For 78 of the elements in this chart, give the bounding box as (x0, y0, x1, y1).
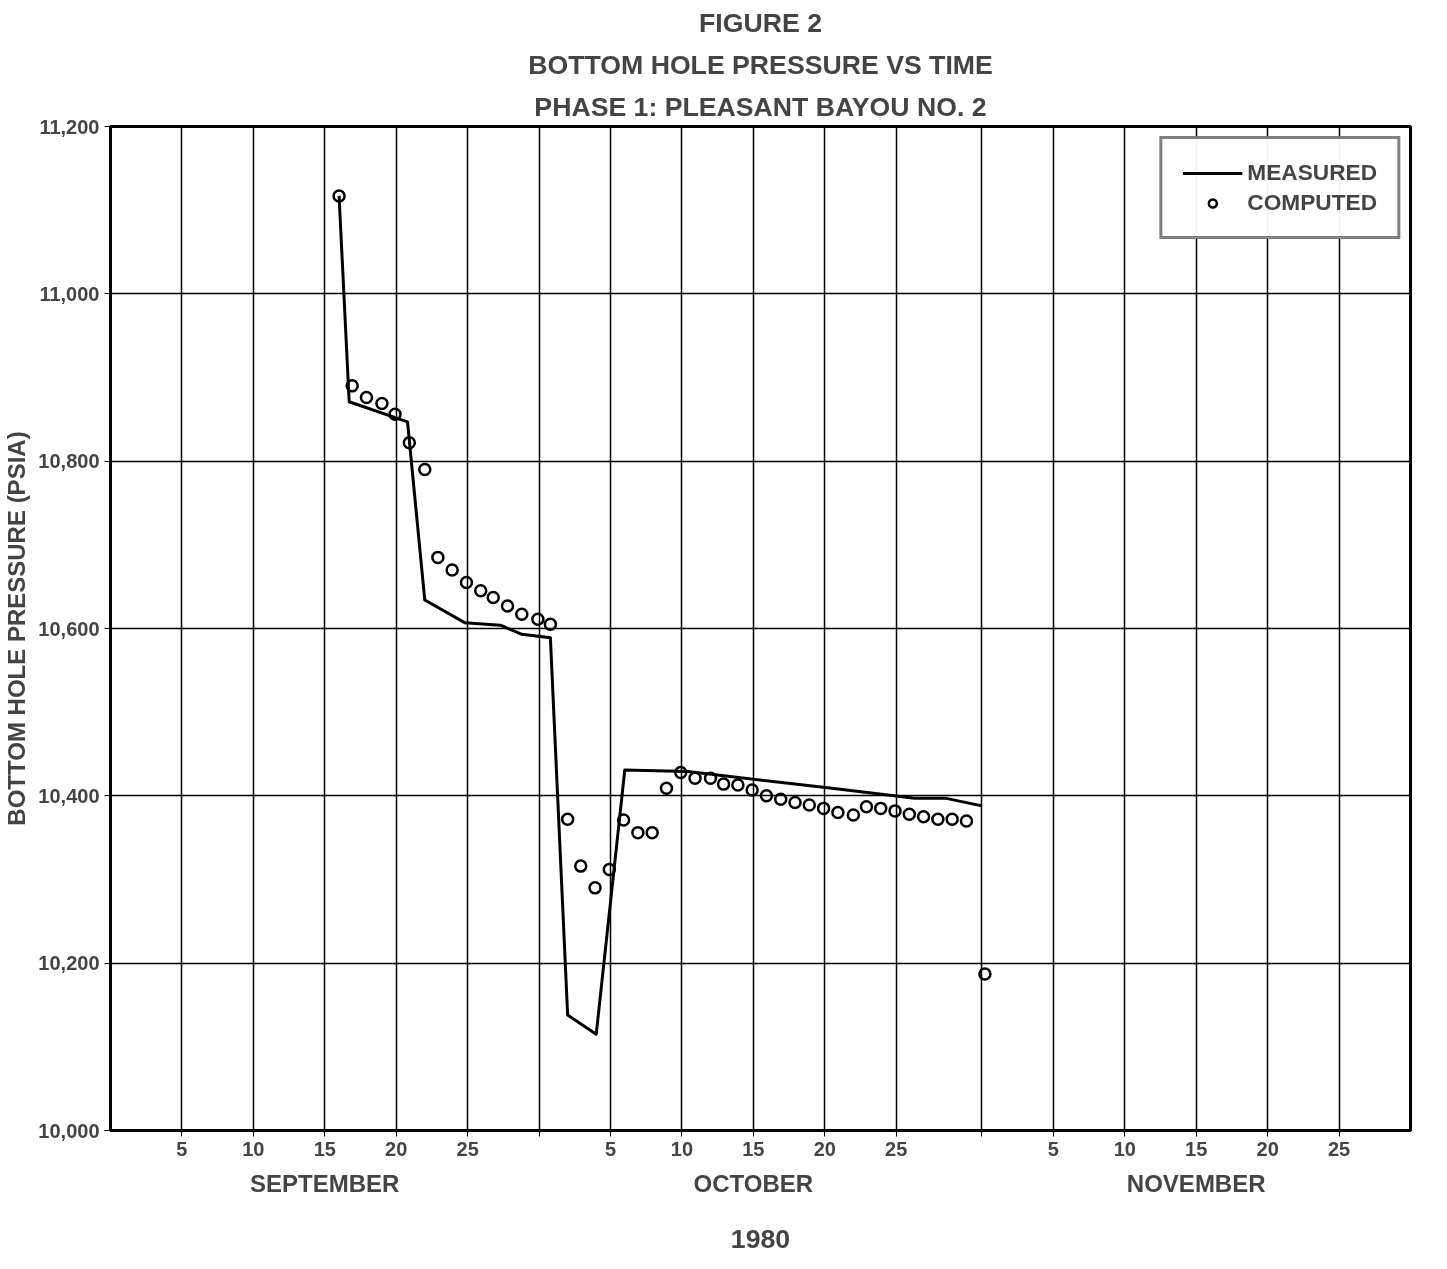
y-tick-label: 10,400 (38, 784, 100, 807)
point (473, 584, 488, 598)
x-tick-label: 10 (670, 1137, 694, 1160)
x-tick-label: 5 (1047, 1137, 1059, 1160)
x-tick-label: 25 (885, 1137, 908, 1160)
point (916, 810, 931, 824)
point (802, 798, 817, 812)
point (645, 825, 659, 840)
point (631, 825, 645, 840)
text: PHASE 1: PLEASANT BAYOU NO. 2 (534, 91, 987, 122)
x-tick-label: 10 (242, 1137, 265, 1160)
point (500, 599, 515, 613)
point (888, 804, 902, 818)
x2-tick-label: NOVEMBER (1126, 1169, 1266, 1197)
point (859, 799, 874, 814)
point (745, 783, 759, 797)
x2-tick-label: OCTOBER (693, 1169, 814, 1197)
point (788, 795, 802, 810)
point (978, 967, 992, 981)
x-tick-label: 20 (813, 1137, 836, 1160)
x-tick-label: 20 (1256, 1137, 1279, 1160)
point (332, 189, 346, 203)
point (773, 792, 788, 806)
y-tick-label: 10,800 (38, 450, 100, 473)
point (486, 590, 500, 605)
point (445, 563, 459, 577)
y-tick-label: 11,000 (39, 282, 100, 305)
x-tick-label: 15 (742, 1137, 765, 1160)
point (688, 771, 702, 785)
point (573, 859, 588, 873)
point (388, 407, 402, 422)
point (560, 812, 575, 826)
point (402, 436, 417, 450)
point (588, 881, 602, 895)
y-tick-label: 10,600 (38, 617, 100, 640)
point (873, 801, 888, 816)
point (959, 814, 974, 828)
x-tick-label: 25 (1327, 1137, 1351, 1160)
x-axis-title: 1980 (730, 1223, 791, 1254)
x-tick-label: 15 (1185, 1137, 1208, 1160)
y-tick-label: 10,200 (38, 952, 100, 975)
x2-tick-label: SEPTEMBER (250, 1169, 400, 1197)
y-axis-title: BOTTOM HOLE PRESSURE (PSIA) (3, 431, 31, 826)
chart-subtitle: BOTTOM HOLE PRESSURE VS TIME (528, 49, 993, 80)
point (831, 805, 845, 820)
point (731, 778, 745, 792)
x-tick-label: 10 (1113, 1137, 1136, 1160)
point (459, 575, 474, 590)
x-tick-label: 20 (385, 1137, 408, 1160)
point (716, 777, 731, 791)
point (703, 771, 718, 785)
point (531, 612, 545, 627)
point (543, 617, 558, 632)
point (945, 812, 959, 826)
legend-label: COMPUTED (1247, 189, 1377, 216)
legend-label: MEASURED (1247, 159, 1377, 186)
point (673, 765, 688, 780)
point (616, 813, 631, 827)
x-tick-label: 25 (456, 1137, 479, 1160)
y-tick-label: 11,200 (39, 115, 100, 138)
point (515, 607, 529, 622)
point (816, 801, 831, 816)
point (931, 812, 945, 826)
point (375, 396, 389, 411)
point (431, 550, 445, 565)
point (418, 462, 432, 477)
point (602, 862, 617, 877)
point (345, 379, 359, 393)
point (846, 808, 861, 822)
point (659, 781, 674, 796)
x-tick-label: 5 (604, 1137, 617, 1160)
x-tick-label: 15 (313, 1137, 336, 1160)
point (902, 807, 917, 821)
x-tick-label: 5 (176, 1137, 188, 1160)
point (359, 390, 374, 405)
chart-title: FIGURE 2 (699, 7, 822, 38)
point (759, 789, 774, 803)
y-tick-label: 10,000 (38, 1119, 100, 1142)
